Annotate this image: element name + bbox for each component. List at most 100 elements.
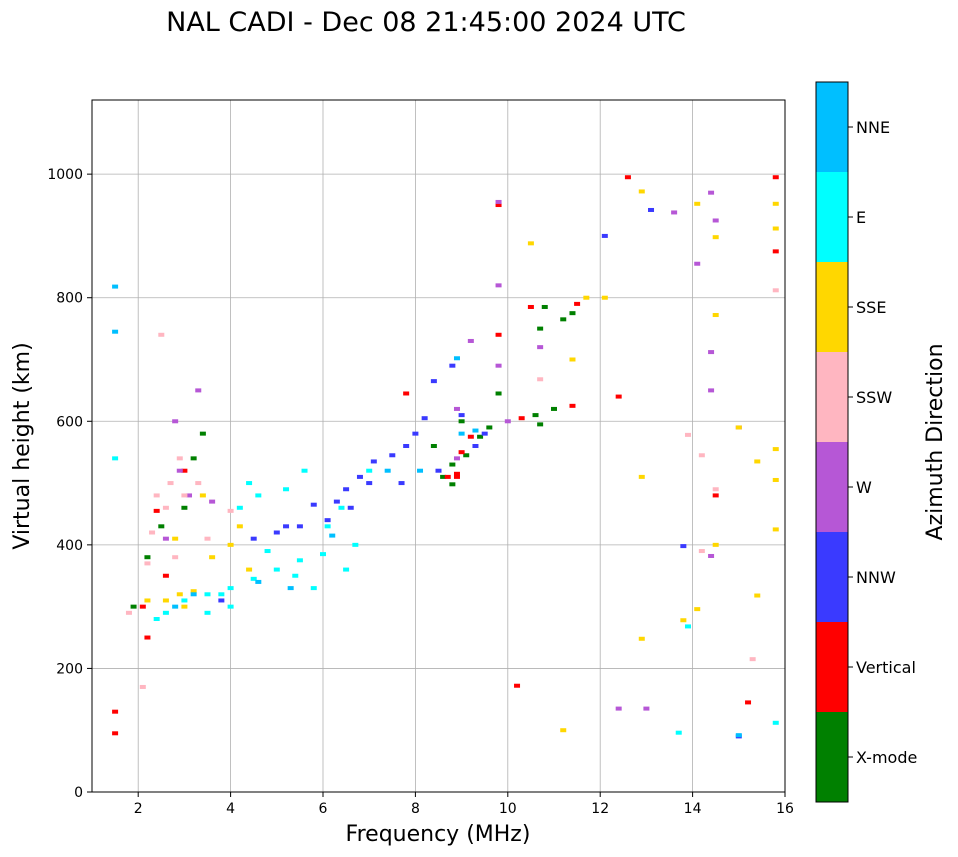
data-point [181,468,188,473]
data-point [463,453,470,458]
data-point [712,487,719,492]
data-point [551,406,557,411]
data-point [453,356,460,361]
data-point [430,444,437,448]
data-point [472,444,479,448]
data-point [754,459,761,464]
data-point [366,468,373,473]
data-point [675,730,682,735]
data-point [352,542,359,547]
data-point [458,450,465,455]
colorbar-segment-ssw [816,352,848,442]
data-point [772,527,779,532]
data-point [176,468,183,473]
data-point [338,505,345,510]
series-ssw [125,288,779,689]
data-point [320,552,326,557]
data-point [246,567,253,572]
data-point [495,363,502,368]
data-point [772,201,779,206]
colorbar-label: SSE [856,298,886,317]
data-point [712,218,719,223]
data-point [583,295,590,300]
data-point [772,720,779,725]
data-point [537,326,544,331]
colorbar-label: W [856,478,872,497]
data-point [310,586,317,591]
x-tick-label: 14 [684,801,702,817]
data-point [218,592,225,597]
data-point [158,332,165,337]
data-point [181,604,188,609]
x-axis-label: Frequency (MHz) [346,822,531,847]
data-point [453,471,460,476]
data-point [444,474,451,479]
data-point [296,524,303,529]
data-point [347,505,354,510]
data-point [684,432,691,437]
data-point [638,474,645,479]
data-point [384,468,391,473]
data-point [601,295,608,300]
data-point [204,610,211,615]
data-point [236,505,243,510]
data-point [527,304,534,309]
data-point [144,635,151,640]
data-point [481,431,488,436]
data-point [671,210,678,215]
colorbar-label: Vertical [856,658,916,677]
data-point [495,199,502,204]
data-point [162,598,169,603]
data-point [112,709,119,714]
data-point [181,493,188,498]
chart-title: NAL CADI - Dec 08 21:45:00 2024 UTC [166,7,686,38]
data-point [389,453,396,458]
data-point [227,508,234,513]
data-point [398,481,405,486]
data-point [680,544,687,549]
data-point [708,190,715,195]
data-point [435,468,442,473]
colorbar-segment-sse [816,262,848,352]
data-point [624,175,631,180]
data-point [449,363,456,368]
data-point [472,428,479,433]
data-point [467,338,474,343]
data-point [227,542,234,547]
data-point [176,592,183,597]
data-point [139,604,146,609]
data-point [560,728,567,733]
data-point [638,189,645,194]
data-point [292,573,299,578]
colorbar-label: NNW [856,568,896,587]
data-point [287,586,294,591]
plot-frame [91,99,786,793]
y-tick-label: 1000 [47,167,83,183]
data-point [560,317,567,322]
data-point [449,482,456,487]
y-tick-label: 400 [56,538,83,554]
data-point [162,505,169,510]
data-point [458,419,465,424]
data-point [190,592,197,597]
data-point [112,731,119,736]
data-point [343,487,350,492]
colorbar: X-mode Vertical NNW W SSW SSE E NNE [815,81,917,803]
data-point [615,706,622,711]
data-point [772,288,779,293]
series-sse [144,189,779,733]
data-point [296,558,303,563]
colorbar-label: NNE [856,118,890,137]
data-point [449,462,456,467]
colorbar-segment-w [816,442,848,532]
colorbar-segment-nnw [816,532,848,622]
data-point [772,477,779,482]
data-point [209,555,216,560]
data-point [569,403,576,408]
data-point [199,493,206,498]
data-point [403,444,410,448]
data-point [273,530,280,535]
data-point [643,706,650,711]
data-point [181,598,188,603]
data-point [149,530,156,535]
